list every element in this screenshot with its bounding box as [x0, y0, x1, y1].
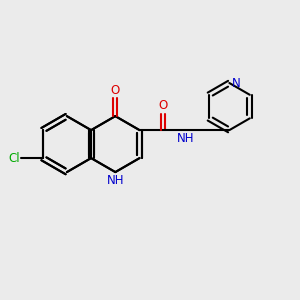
Text: NH: NH — [106, 174, 124, 187]
Text: N: N — [232, 76, 241, 89]
Text: NH: NH — [176, 132, 194, 145]
Text: Cl: Cl — [8, 152, 20, 165]
Text: O: O — [111, 84, 120, 97]
Text: O: O — [158, 100, 168, 112]
